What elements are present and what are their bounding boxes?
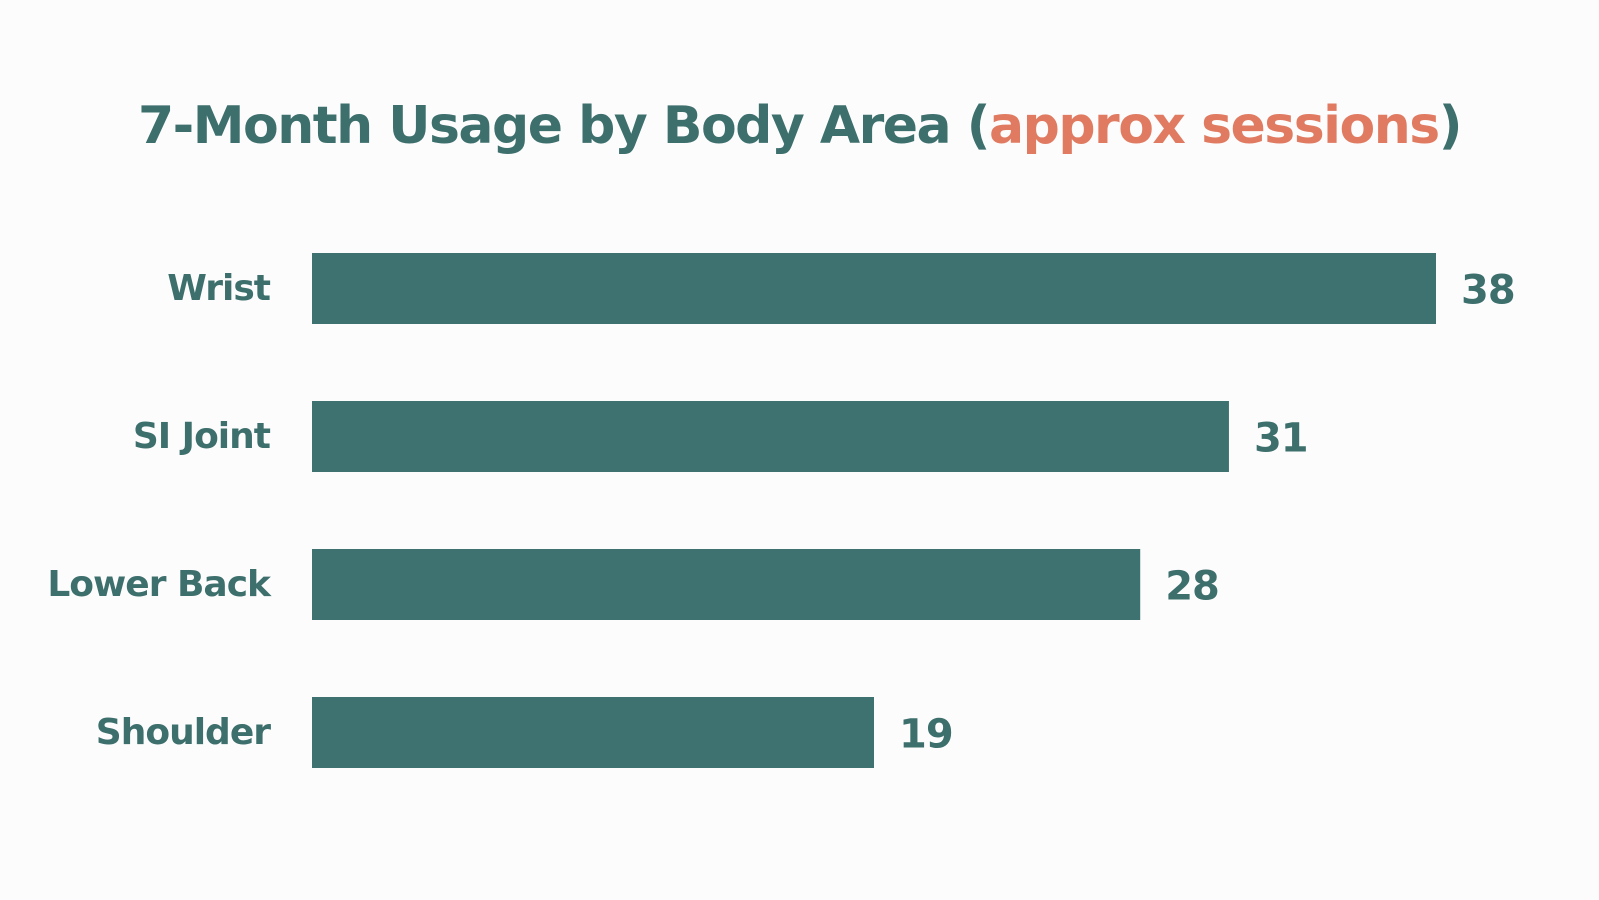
category-label-shoulder: Shoulder: [96, 712, 271, 753]
bar-lower-back: [312, 549, 1141, 620]
chart-title: 7-Month Usage by Body Area (approx sessi…: [0, 96, 1599, 156]
chart-title-close: ): [1438, 96, 1463, 156]
chart-title-accent: approx sessions: [989, 96, 1440, 156]
bar-si-joint: [312, 401, 1229, 472]
value-label-shoulder: 19: [899, 712, 953, 758]
chart-title-main: 7-Month Usage by Body Area (: [138, 96, 991, 156]
category-label-wrist: Wrist: [167, 268, 271, 309]
bar-shoulder: [312, 697, 874, 768]
value-label-si-joint: 31: [1254, 416, 1308, 462]
value-label-lower-back: 28: [1165, 564, 1219, 610]
value-label-wrist: 38: [1461, 268, 1515, 314]
category-label-lower-back: Lower Back: [47, 564, 272, 605]
bar-wrist: [312, 253, 1436, 324]
category-label-si-joint: SI Joint: [133, 416, 271, 457]
